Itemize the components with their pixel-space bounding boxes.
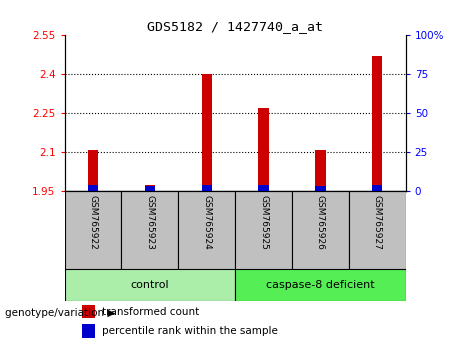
- Title: GDS5182 / 1427740_a_at: GDS5182 / 1427740_a_at: [147, 20, 323, 33]
- Text: GSM765924: GSM765924: [202, 195, 211, 250]
- Text: GSM765923: GSM765923: [145, 195, 154, 250]
- Text: genotype/variation ▶: genotype/variation ▶: [5, 308, 115, 318]
- Text: GSM765925: GSM765925: [259, 195, 268, 250]
- Bar: [201, 185, 212, 191]
- Bar: [88, 150, 98, 185]
- Bar: [65, 191, 121, 269]
- Bar: [65, 269, 235, 301]
- Bar: [292, 191, 349, 269]
- Bar: [235, 269, 406, 301]
- Bar: [178, 191, 235, 269]
- Bar: [145, 185, 155, 187]
- Bar: [235, 191, 292, 269]
- Text: GSM765922: GSM765922: [89, 195, 97, 250]
- Bar: [315, 150, 325, 187]
- Bar: [259, 185, 269, 191]
- Bar: [315, 187, 325, 191]
- Bar: [88, 185, 98, 191]
- Bar: [349, 191, 406, 269]
- Bar: [259, 108, 269, 185]
- Text: control: control: [130, 280, 169, 290]
- Bar: [201, 74, 212, 185]
- Bar: [82, 305, 95, 318]
- Text: GSM765927: GSM765927: [373, 195, 382, 250]
- Bar: [372, 185, 382, 191]
- Text: transformed count: transformed count: [102, 307, 199, 317]
- Text: GSM765926: GSM765926: [316, 195, 325, 250]
- Bar: [121, 191, 178, 269]
- Text: caspase-8 deficient: caspase-8 deficient: [266, 280, 375, 290]
- Text: percentile rank within the sample: percentile rank within the sample: [102, 326, 278, 336]
- Bar: [82, 324, 95, 338]
- Bar: [145, 187, 155, 191]
- Bar: [372, 56, 382, 185]
